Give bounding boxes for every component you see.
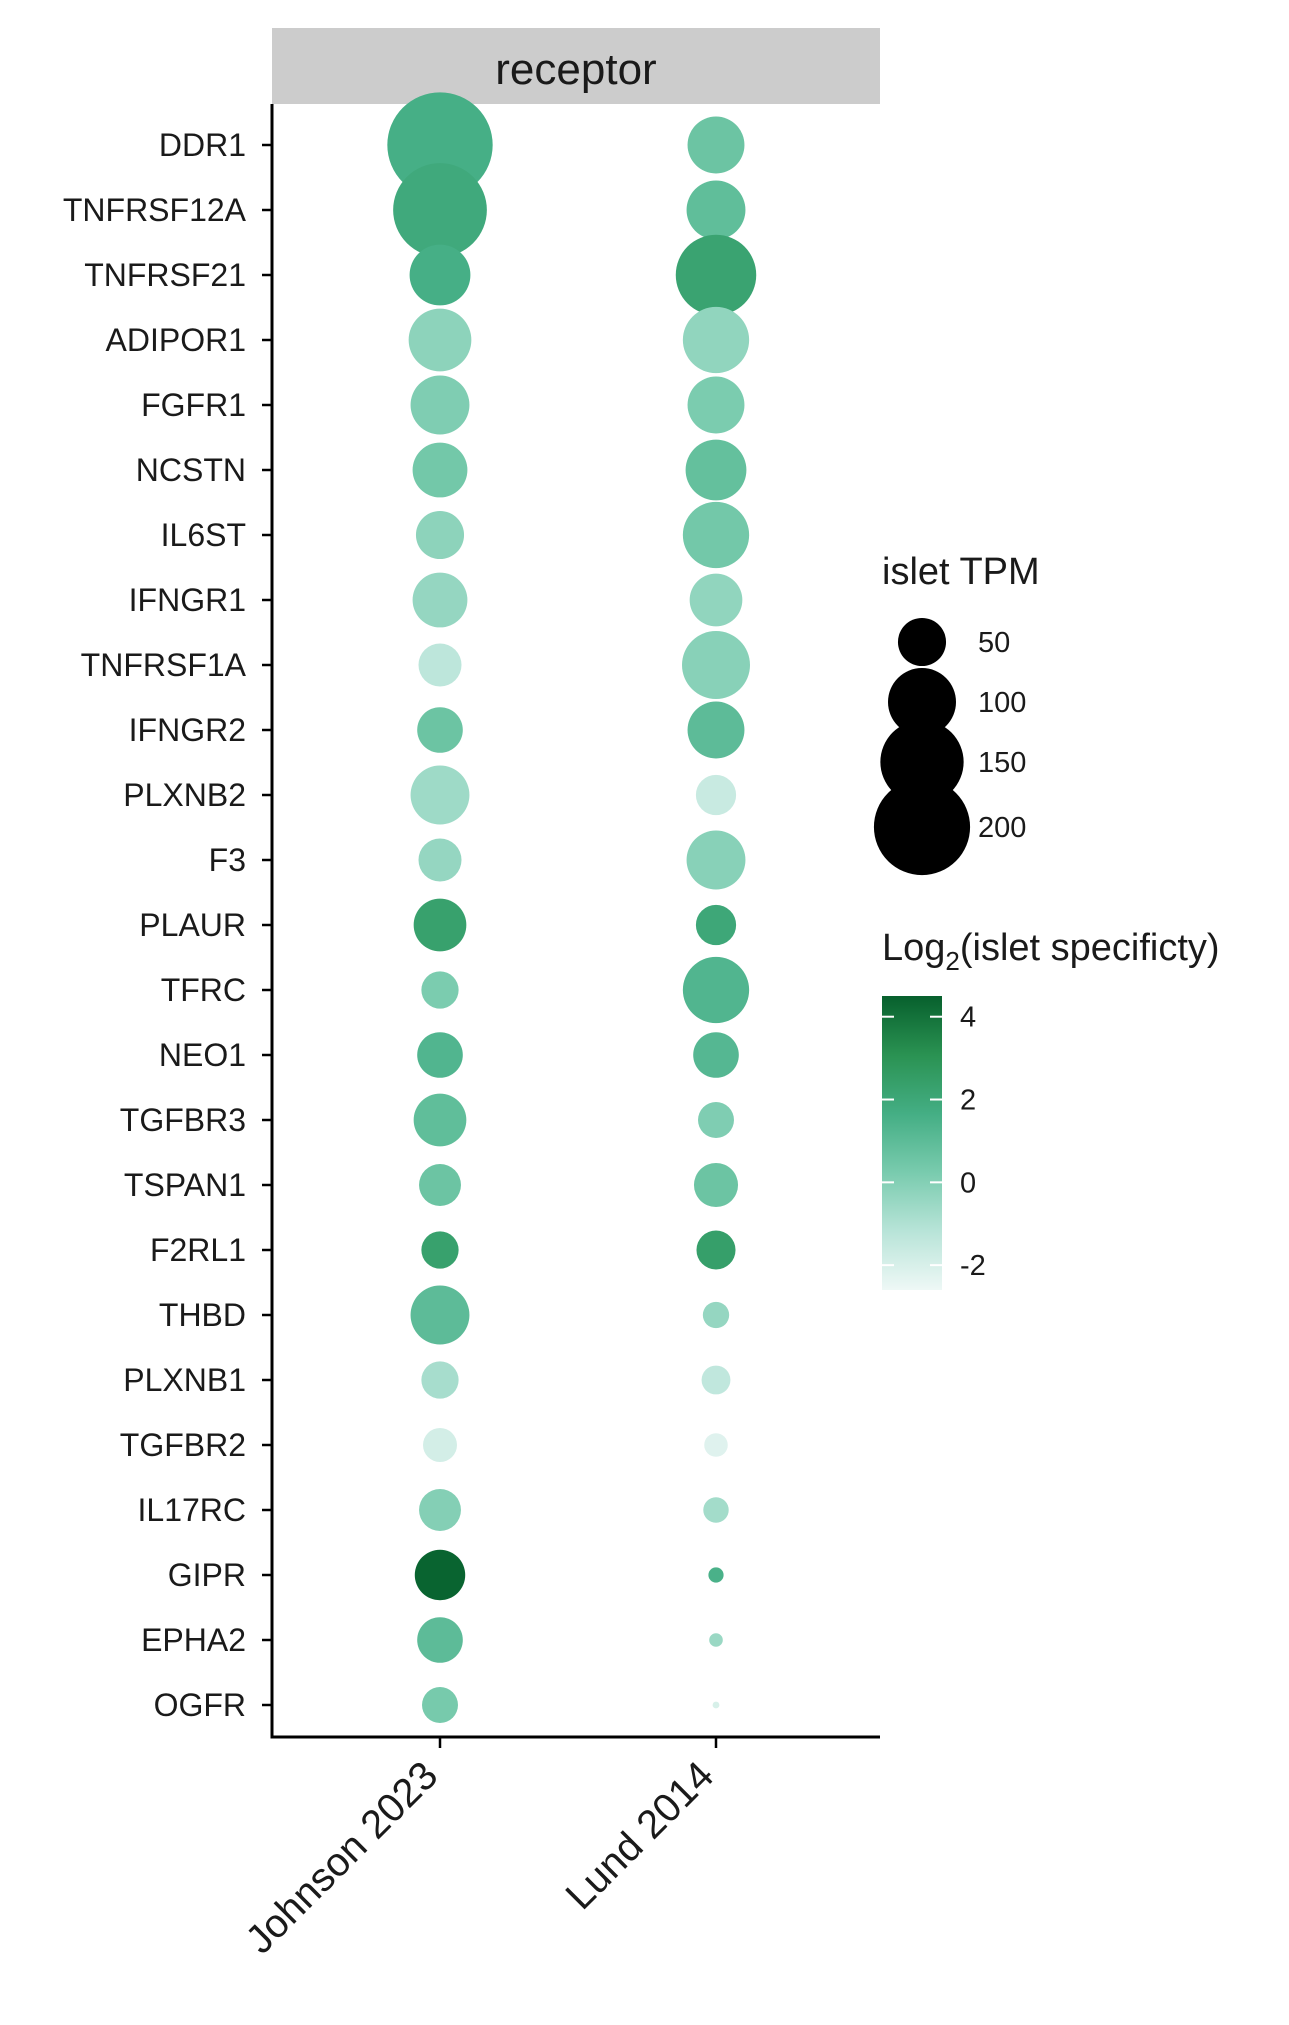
point-thbd-johnson-2023 <box>410 1285 470 1345</box>
point-ogfr-johnson-2023 <box>422 1687 458 1723</box>
y-tick-label-plxnb1: PLXNB1 <box>123 1362 246 1398</box>
point-tgfbr3-johnson-2023 <box>413 1093 467 1147</box>
y-tick-label-tgfbr2: TGFBR2 <box>120 1427 246 1463</box>
point-tnfrsf1a-lund-2014 <box>682 631 750 699</box>
color-legend-label-1: 2 <box>960 1085 976 1117</box>
point-f2rl1-lund-2014 <box>696 1230 736 1270</box>
y-tick-label-ogfr: OGFR <box>154 1687 246 1723</box>
point-ncstn-johnson-2023 <box>412 442 468 498</box>
color-legend-title: Log2(islet specificty) <box>882 927 1220 976</box>
point-neo1-johnson-2023 <box>417 1032 463 1078</box>
point-epha2-lund-2014 <box>709 1633 723 1647</box>
point-f3-johnson-2023 <box>418 838 462 882</box>
point-tgfbr3-lund-2014 <box>698 1102 734 1138</box>
y-tick-label-epha2: EPHA2 <box>141 1622 246 1658</box>
point-neo1-lund-2014 <box>693 1032 739 1078</box>
y-tick-label-tnfrsf21: TNFRSF21 <box>84 257 246 293</box>
point-il17rc-johnson-2023 <box>419 1489 461 1531</box>
y-tick-label-fgfr1: FGFR1 <box>141 387 246 423</box>
point-ncstn-lund-2014 <box>685 439 747 501</box>
point-il6st-johnson-2023 <box>415 510 465 560</box>
point-tnfrsf21-johnson-2023 <box>409 244 471 306</box>
point-tspan1-johnson-2023 <box>419 1164 461 1206</box>
y-tick-label-ddr1: DDR1 <box>159 127 246 163</box>
y-tick-label-tgfbr3: TGFBR3 <box>120 1102 246 1138</box>
color-bar <box>882 996 942 1290</box>
y-tick-label-ifngr2: IFNGR2 <box>129 712 246 748</box>
point-plaur-lund-2014 <box>695 904 737 946</box>
point-plxnb1-johnson-2023 <box>421 1361 459 1399</box>
size-legend-label-100: 100 <box>978 687 1026 719</box>
color-legend: Log2(islet specificty) 4 2 0 -2 <box>882 927 1220 1290</box>
color-legend-label-0: 4 <box>960 1002 976 1034</box>
point-gipr-johnson-2023 <box>414 1549 466 1601</box>
point-adipor1-lund-2014 <box>682 306 750 374</box>
color-legend-label-3: -2 <box>960 1250 986 1282</box>
point-il6st-lund-2014 <box>682 501 750 569</box>
y-tick-label-il6st: IL6ST <box>161 517 246 553</box>
y-tick-group: DDR1 TNFRSF12A TNFRSF21 ADIPOR1 FGFR1 NCSTN IL… <box>63 127 272 1723</box>
point-f2rl1-johnson-2023 <box>421 1231 459 1269</box>
point-thbd-lund-2014 <box>702 1301 730 1329</box>
size-legend-key-150 <box>880 720 964 804</box>
y-tick-label-f3: F3 <box>209 842 246 878</box>
y-tick-label-tnfrsf1a: TNFRSF1A <box>81 647 247 683</box>
size-legend-label-150: 150 <box>978 747 1026 779</box>
facet-strip-label: receptor <box>495 45 656 94</box>
point-adipor1-johnson-2023 <box>408 308 472 372</box>
point-tnfrsf21-lund-2014 <box>675 234 757 316</box>
point-gipr-lund-2014 <box>708 1567 724 1583</box>
size-legend-key-100 <box>888 668 956 736</box>
point-ifngr2-johnson-2023 <box>417 707 463 753</box>
point-ogfr-lund-2014 <box>712 1701 720 1709</box>
point-fgfr1-johnson-2023 <box>410 375 470 435</box>
y-tick-label-f2rl1: F2RL1 <box>150 1232 246 1268</box>
point-tspan1-lund-2014 <box>693 1162 739 1208</box>
size-legend-title: islet TPM <box>882 551 1040 593</box>
y-tick-label-ncstn: NCSTN <box>136 452 246 488</box>
y-tick-label-il17rc: IL17RC <box>138 1492 247 1528</box>
y-tick-label-plaur: PLAUR <box>139 907 246 943</box>
y-tick-label-tfrc: TFRC <box>161 972 246 1008</box>
point-ifngr2-lund-2014 <box>687 701 745 759</box>
y-tick-label-neo1: NEO1 <box>159 1037 246 1073</box>
point-tnfrsf12a-lund-2014 <box>686 180 746 240</box>
y-tick-label-ifngr1: IFNGR1 <box>129 582 246 618</box>
point-ddr1-lund-2014 <box>687 116 745 174</box>
point-plxnb2-johnson-2023 <box>410 765 470 825</box>
y-tick-label-adipor1: ADIPOR1 <box>106 322 246 358</box>
x-tick-label-johnson-2023: Johnson 2023 <box>238 1753 447 1962</box>
point-tgfbr2-johnson-2023 <box>423 1428 457 1462</box>
point-tgfbr2-lund-2014 <box>704 1433 728 1457</box>
point-tfrc-lund-2014 <box>682 956 750 1024</box>
x-tick-label-lund-2014: Lund 2014 <box>558 1753 723 1918</box>
size-legend-label-200: 200 <box>978 812 1026 844</box>
point-tnfrsf12a-johnson-2023 <box>393 163 487 257</box>
point-fgfr1-lund-2014 <box>687 376 745 434</box>
point-tnfrsf1a-johnson-2023 <box>418 643 462 687</box>
point-tfrc-johnson-2023 <box>421 971 459 1009</box>
size-legend-key-50 <box>897 617 947 667</box>
size-legend-key-200 <box>873 778 971 876</box>
point-ifngr1-lund-2014 <box>689 573 743 627</box>
point-il17rc-lund-2014 <box>703 1497 729 1523</box>
color-legend-label-2: 0 <box>960 1167 976 1199</box>
y-tick-label-tnfrsf12a: TNFRSF12A <box>63 192 247 228</box>
y-tick-label-gipr: GIPR <box>168 1557 246 1593</box>
y-tick-label-thbd: THBD <box>159 1297 246 1333</box>
point-plxnb2-lund-2014 <box>695 774 737 816</box>
x-tick-group: Johnson 2023 Lund 2014 <box>238 1737 723 1962</box>
y-tick-label-plxnb2: PLXNB2 <box>123 777 246 813</box>
point-ifngr1-johnson-2023 <box>412 572 468 628</box>
size-legend-label-50: 50 <box>978 627 1010 659</box>
point-plaur-johnson-2023 <box>413 898 467 952</box>
data-points <box>387 92 757 1723</box>
y-tick-label-tspan1: TSPAN1 <box>124 1167 246 1203</box>
point-plxnb1-lund-2014 <box>701 1365 731 1395</box>
point-f3-lund-2014 <box>686 830 746 890</box>
size-legend: islet TPM 50 100 150 200 <box>873 551 1040 876</box>
point-epha2-johnson-2023 <box>417 1617 463 1663</box>
facet-strip <box>272 28 880 104</box>
